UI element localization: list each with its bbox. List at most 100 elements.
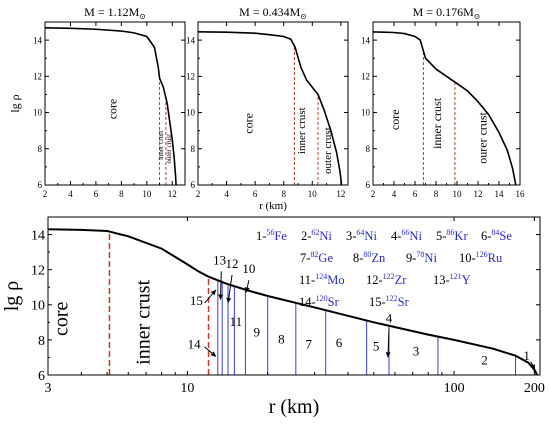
layer-number-label: 12 [226,256,239,271]
density-curve [198,30,343,185]
y-tick-label: 12 [186,71,195,81]
panel-title-main: M = 0.176M [413,5,474,19]
legend-number: 12- [366,273,383,287]
region-label: outer crust [322,127,334,174]
legend-entry: 8-80Zn [353,250,386,265]
legend-element: Zn [371,251,386,265]
legend-mass: 121 [450,272,462,281]
x-tick-label: 14 [495,189,505,199]
legend-number: 5- [436,229,446,243]
x-tick-label: 16 [516,189,526,199]
legend-entry: 12-122Zr [366,272,407,287]
legend-mass: 56 [266,228,274,237]
legend-mass: 66 [401,228,409,237]
legend-mass: 62 [311,228,319,237]
x-tick-label: 100 [444,381,465,396]
legend-element: Ru [488,251,503,265]
x-tick-label: 6 [253,189,258,199]
layer-number-label: 15 [190,293,203,308]
y-tick-label: 12 [31,264,45,279]
legend-number: 3- [346,229,356,243]
panel-title: M = 0.176M⊙ [413,5,481,21]
region-label: core [50,301,72,336]
y-tick-label: 10 [186,108,196,118]
arrow-head [385,352,391,358]
legend-entry: 7-82Ge [300,250,333,265]
layer-number-label: 8 [278,331,285,346]
panel-title-sub: ⊙ [300,12,307,21]
layer-number-label: 2 [481,352,488,367]
legend-mass: 82 [310,250,318,259]
legend-mass: 126 [476,250,488,259]
legend-entry: 5-86Kr [436,228,468,243]
layer-number-label: 14 [188,337,202,352]
layer-number-label: 4 [386,310,393,325]
legend-mass: 86 [446,228,454,237]
region-label: core [388,109,402,130]
legend-entry: 14-120Sr [299,294,340,309]
density-curve [45,27,177,185]
legend-element: Fe [274,229,287,243]
legend-element: Ge [318,251,333,265]
legend-number: 4- [391,229,401,243]
legend-entry: 11-124Mo [299,272,345,287]
legend-number: 10- [459,251,476,265]
y-tick-label: 12 [361,71,370,81]
arrow-head [210,351,217,357]
legend-element: Ni [364,229,377,243]
region-label: inner crust [296,107,308,154]
layer-number-label: 6 [336,335,343,350]
density-curve [373,31,517,185]
x-tick-label: 200 [524,381,545,396]
legend-element: Y [462,273,471,287]
legend-entry: 10-126Ru [459,250,503,265]
panel-1: 2 4 6 8 10 12 6 8 10 12 14 M = 1.12M⊙ lg ρ core inner … [8,5,186,199]
legend-mass: 122 [386,294,398,303]
panel-title: M = 0.434M⊙ [239,5,307,21]
panel-title-sub: ⊙ [139,12,146,21]
legend-entry: 15-122Sr [369,294,410,309]
y-tick-label: 10 [31,299,45,314]
axes-frame [44,21,186,186]
x-tick-label: 10 [142,189,152,199]
y-axis-label: lg ρ [1,281,23,312]
density-curve [48,228,539,375]
legend-element: Sr [398,295,410,309]
legend-mass: 80 [363,250,371,259]
y-tick-label: 12 [33,71,42,81]
x-axis-label: r (km) [269,396,320,418]
region-label: core [105,99,119,120]
legend-element: Ni [424,251,437,265]
legend-element: Kr [454,229,468,243]
legend-number: 13- [433,273,450,287]
y-tick-label: 8 [366,144,371,154]
y-tick-label: 6 [366,180,371,190]
y-axis-label: lg ρ [8,94,22,112]
x-tick-label: 10 [308,189,318,199]
legend-element: Ni [319,229,332,243]
legend-entry: 4-66Ni [391,228,422,243]
legend-number: 7- [300,251,310,265]
arrow-head [210,289,217,296]
legend-number: 6- [481,229,491,243]
legend-element: Se [499,229,512,243]
x-tick-label: 4 [392,189,397,199]
x-tick-label: 12 [336,189,345,199]
y-tick-label: 14 [186,35,196,45]
x-tick-label: 6 [94,189,99,199]
panel-3: 2 4 6 8 10 12 14 16 6 8 10 12 14 M = 0.176M⊙ core inner… [361,5,525,199]
legend-number: 2- [301,229,311,243]
layer-number-label: 3 [413,344,420,359]
x-tick-label: 10 [453,189,463,199]
y-tick-label: 8 [38,144,43,154]
panel-title: M = 1.12M⊙ [84,5,146,21]
x-tick-label: 4 [68,189,73,199]
layer-number-label: 13 [213,252,226,267]
x-tick-label: 8 [119,189,124,199]
panel-title-main: M = 0.434M [239,5,300,19]
x-tick-label: 10 [180,381,194,396]
region-label: inner crust [430,97,444,149]
legend-mass: 120 [316,294,328,303]
legend-entry: 6-84Se [481,228,512,243]
panel-2: 2 4 6 8 10 12 6 8 10 12 14 M = 0.434M⊙ r (km) core inn… [186,5,349,212]
